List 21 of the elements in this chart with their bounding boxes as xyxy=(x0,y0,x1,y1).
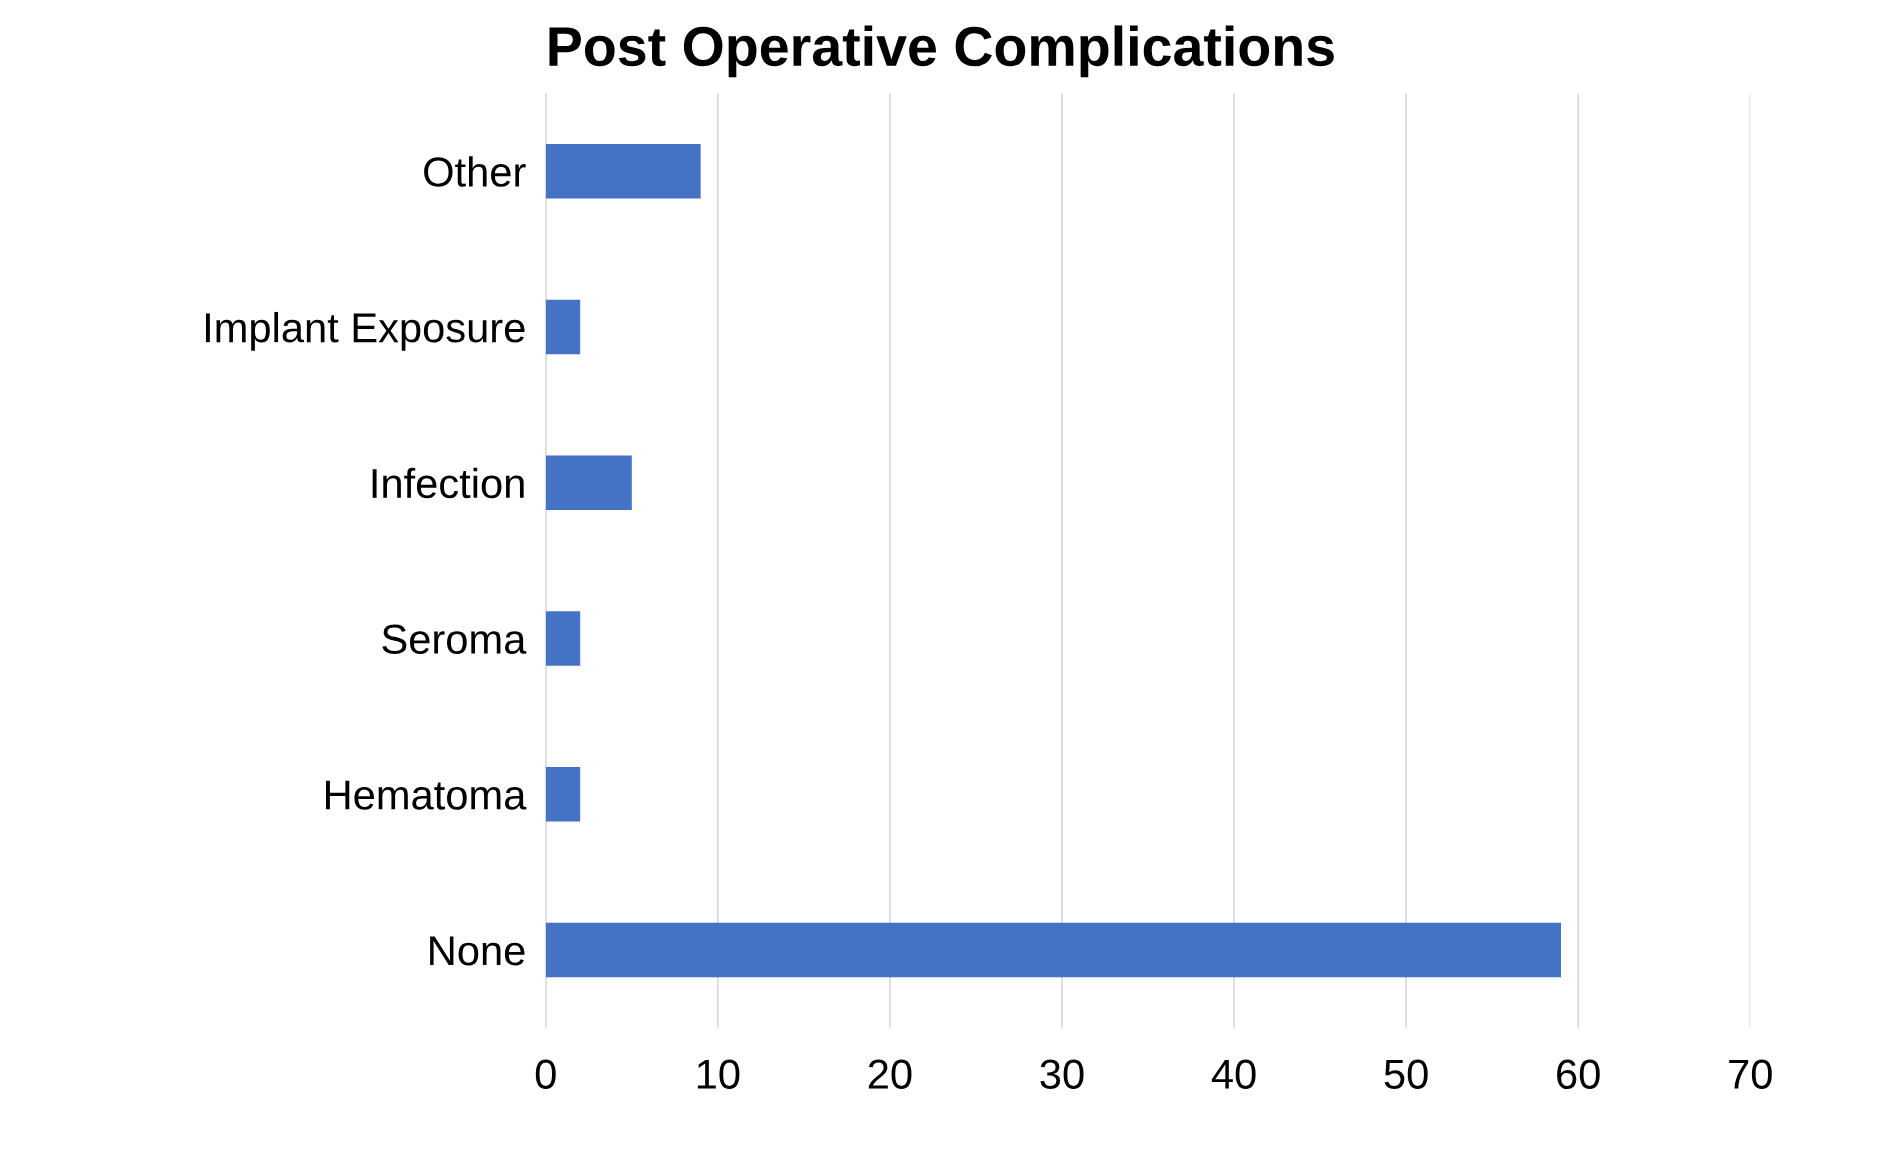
x-tick-label: 0 xyxy=(535,1059,556,1089)
x-tick-label: 50 xyxy=(1384,1059,1428,1089)
x-tick-label: 60 xyxy=(1557,1059,1600,1089)
bar xyxy=(545,144,701,199)
y-tick-label: Other xyxy=(424,156,526,187)
y-tick-label: Infection xyxy=(372,467,524,499)
x-tick-label: 20 xyxy=(868,1059,912,1089)
y-tick-label: Seroma xyxy=(382,624,527,655)
y-tick-label: Hematoma xyxy=(325,780,527,810)
bar xyxy=(545,922,1561,978)
chart-title: Post Operative Complications xyxy=(549,25,1334,78)
bar xyxy=(545,455,632,511)
x-tick-label: 10 xyxy=(697,1059,740,1089)
x-tick-label: 30 xyxy=(1040,1059,1084,1089)
x-tick-label: 70 xyxy=(1729,1059,1772,1089)
x-tick-label: 40 xyxy=(1211,1059,1256,1089)
bar xyxy=(545,611,581,666)
bar xyxy=(545,766,581,822)
y-tick-label: Implant Exposure xyxy=(205,311,525,351)
bar xyxy=(545,299,581,355)
y-tick-label: None xyxy=(430,936,525,966)
